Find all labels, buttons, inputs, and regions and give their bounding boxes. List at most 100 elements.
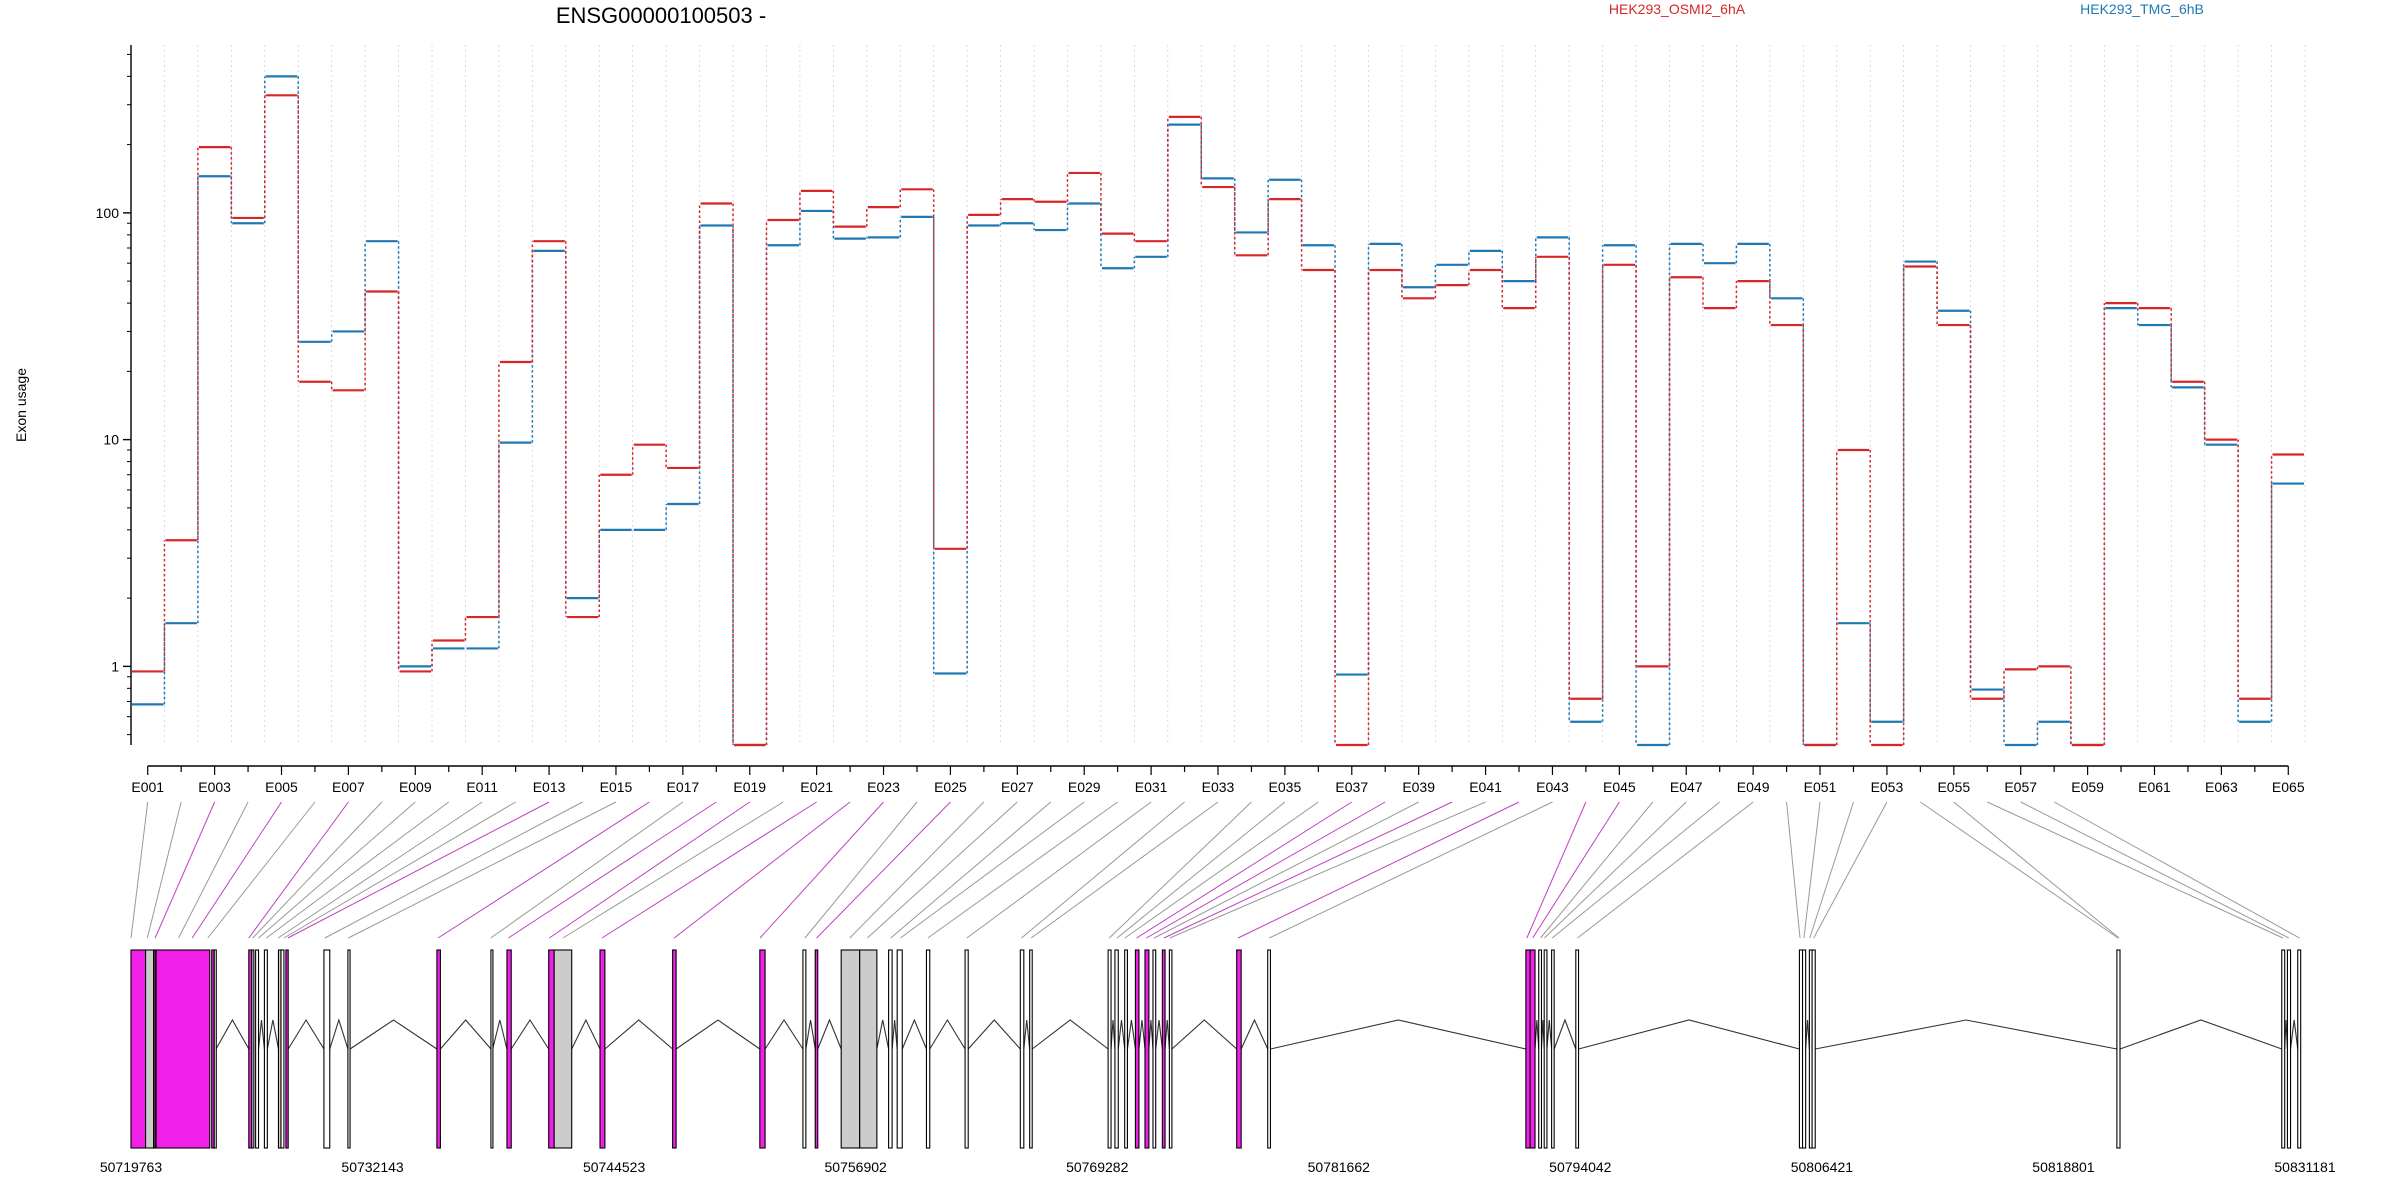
- x-tick-label: E065: [2272, 779, 2305, 795]
- exon-mapping-line: [248, 801, 349, 939]
- intron-line: [2289, 1019, 2299, 1050]
- intron-line: [266, 1019, 279, 1050]
- genomic-tick-label: 50831181: [2274, 1159, 2335, 1175]
- intron-line: [891, 1019, 898, 1050]
- exon-mapping-line: [283, 801, 516, 939]
- exon-box: [840, 949, 861, 1149]
- exon-mapping-line: [1030, 801, 1219, 939]
- genomic-tick-label: 50769282: [1066, 1159, 1129, 1175]
- exon-mapping-line: [258, 801, 416, 939]
- x-tick-label: E019: [733, 779, 766, 795]
- exon-box: [251, 949, 255, 1149]
- x-tick-label: E025: [934, 779, 967, 795]
- intron-line: [1126, 1019, 1136, 1050]
- x-tick-label: E015: [600, 779, 633, 795]
- intron-line: [1546, 1019, 1553, 1050]
- exon-box: [896, 949, 903, 1149]
- x-tick-label: E041: [1469, 779, 1502, 795]
- intron-line: [1805, 1019, 1810, 1050]
- exon-box: [1575, 949, 1580, 1149]
- exon-box: [1551, 949, 1555, 1149]
- exon-mapping-line: [1146, 801, 1386, 939]
- exon-box: [2286, 949, 2292, 1149]
- exon-box: [263, 949, 268, 1149]
- exon-mapping-line: [1153, 801, 1419, 939]
- intron-line: [967, 1019, 1021, 1050]
- exon-mapping-line: [1544, 801, 1687, 939]
- intron-line: [1171, 1019, 1238, 1050]
- intron-line: [1553, 1018, 1577, 1050]
- x-tick-label: E027: [1001, 779, 1034, 795]
- exon-box: [1144, 949, 1150, 1149]
- exon-box: [506, 949, 512, 1149]
- exon-box: [1801, 949, 1807, 1149]
- x-tick-label: E049: [1737, 779, 1770, 795]
- exon-box: [859, 949, 878, 1149]
- x-tick-label: E001: [131, 779, 164, 795]
- genomic-tick-label: 50732143: [341, 1159, 404, 1175]
- exon-mapping-line: [490, 801, 684, 939]
- intron-line: [215, 1018, 250, 1050]
- intron-line: [571, 1018, 601, 1050]
- intron-line: [901, 1018, 927, 1050]
- exon-mapping-line: [1813, 801, 1888, 939]
- y-axis-label: Exon usage: [13, 368, 29, 442]
- exon-mapping-line: [1786, 801, 1801, 939]
- intron-line: [287, 1018, 325, 1050]
- exon-box: [1811, 949, 1816, 1149]
- exon-mapping-line: [549, 801, 751, 939]
- exon-mapping-line: [759, 801, 884, 939]
- exon-box: [1152, 949, 1157, 1149]
- intron-line: [510, 1018, 550, 1050]
- exon-mapping-line: [252, 801, 383, 939]
- x-tick-label: E009: [399, 779, 432, 795]
- exon-mapping-line: [866, 801, 1018, 939]
- intron-line: [492, 1019, 508, 1050]
- genomic-tick-label: 50806421: [1791, 1159, 1854, 1175]
- exon-box: [347, 949, 351, 1149]
- exon-mapping-line: [1809, 801, 1854, 939]
- x-tick-label: E023: [867, 779, 900, 795]
- exon-mapping-line: [1953, 801, 2120, 939]
- exon-mapping-line: [900, 801, 1085, 939]
- intron-line: [675, 1019, 761, 1050]
- genomic-coordinate-axis: 50719763 50732143 50744523 50756902 50769282…: [100, 1159, 2336, 1175]
- x-tick-label: E039: [1402, 779, 1435, 795]
- exon-mapping-line: [207, 801, 316, 939]
- intron-line: [1534, 1019, 1540, 1050]
- exon-mapping-line: [1124, 801, 1319, 939]
- intron-line: [1117, 1019, 1126, 1050]
- exon-mapping-line: [1551, 801, 1721, 939]
- exon-box: [1114, 949, 1119, 1149]
- gene-model: [130, 949, 2302, 1149]
- exon-box: [1168, 949, 1173, 1149]
- exon-box: [145, 949, 155, 1149]
- exon-mapping-line: [1540, 801, 1654, 939]
- intron-line: [2119, 1019, 2282, 1050]
- exon-mapping-line: [130, 801, 149, 939]
- intron-line: [439, 1019, 492, 1050]
- genomic-tick-label: 50781662: [1308, 1159, 1371, 1175]
- intron-line: [876, 1019, 890, 1050]
- chart-title: ENSG00000100503 -: [556, 3, 766, 28]
- exon-mapping-line: [890, 801, 1052, 939]
- exon-box: [1525, 949, 1531, 1149]
- exon-mapping-line: [816, 801, 951, 939]
- intron-line: [1164, 1019, 1170, 1050]
- intron-line: [1148, 1019, 1154, 1050]
- exon-box: [255, 949, 260, 1149]
- legend-label-series-2: HEK293_TMG_6hB: [2080, 1, 2204, 17]
- exon-mapping-line: [1237, 801, 1520, 939]
- x-tick-label: E057: [2004, 779, 2037, 795]
- exon-box: [1161, 949, 1166, 1149]
- intron-line: [817, 1018, 842, 1050]
- exon-mapping-line: [146, 801, 182, 939]
- exon-box: [1529, 949, 1536, 1149]
- exon-box: [672, 949, 677, 1149]
- intron-line: [764, 1018, 804, 1050]
- intron-line: [1031, 1019, 1109, 1050]
- y-tick-label: 10: [103, 432, 119, 448]
- exon-box: [285, 949, 289, 1149]
